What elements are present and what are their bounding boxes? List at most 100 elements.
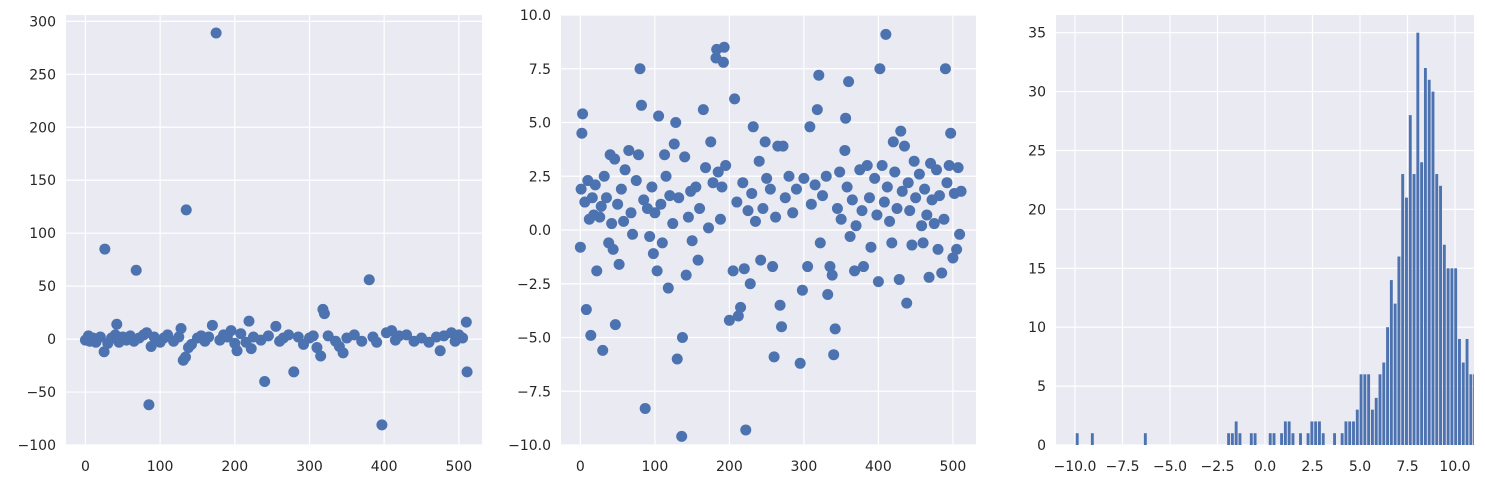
y-tick-label: 30	[1028, 85, 1046, 101]
scatter-point	[589, 179, 601, 191]
histogram-bar	[1412, 174, 1416, 445]
scatter-point	[376, 419, 388, 431]
scatter-point	[802, 261, 814, 273]
scatter-point	[639, 402, 651, 414]
scatter-point	[707, 177, 719, 189]
scatter-point	[896, 185, 908, 197]
scatter-point	[662, 282, 674, 294]
scatter-point	[680, 269, 692, 281]
scatter-point	[749, 215, 761, 227]
y-tick-label: −5.0	[517, 331, 551, 347]
histogram-bar	[1075, 433, 1079, 445]
scatter-point	[670, 117, 682, 128]
histogram-bar	[1238, 433, 1242, 445]
scatter-point	[609, 153, 621, 165]
x-tick-label: 10.0	[1439, 459, 1470, 475]
histogram-bar	[1393, 303, 1397, 445]
scatter-point	[262, 330, 274, 342]
y-tick-label: 300	[29, 14, 56, 30]
histogram-bar	[1321, 433, 1325, 445]
x-tick-label: 300	[296, 459, 323, 475]
scatter-point	[720, 160, 732, 171]
histogram-bar	[1333, 433, 1337, 445]
scatter-point	[840, 112, 852, 124]
scatter-point	[716, 181, 728, 193]
scatter-point	[834, 166, 846, 178]
scatter-point	[461, 366, 473, 378]
scatter-point	[947, 252, 959, 264]
scatter-point	[783, 170, 795, 182]
scatter-point	[585, 329, 597, 341]
scatter-point	[822, 289, 834, 300]
scatter-point	[850, 220, 862, 232]
grid	[66, 15, 482, 446]
histogram-bar	[1481, 398, 1484, 445]
scatter-point	[874, 63, 886, 75]
y-tick-label: 0	[47, 332, 56, 348]
scatter-point	[686, 235, 698, 247]
x-ticks: 0 100 200 300 400 500	[576, 459, 966, 475]
scatter-point	[945, 127, 957, 139]
histogram-bar	[1427, 79, 1431, 445]
scatter-point	[839, 144, 851, 156]
scatter-point	[457, 332, 469, 344]
scatter-point	[363, 274, 375, 286]
scatter-point	[703, 222, 715, 234]
x-tick-label: 0	[81, 459, 90, 475]
scatter-point	[664, 190, 676, 202]
scatter-point	[857, 261, 869, 273]
scatter-point	[245, 343, 257, 355]
scatter-point	[712, 166, 724, 178]
scatter-point	[923, 271, 935, 283]
y-ticks: 0 5 10 15 20 25 30 35	[1028, 26, 1046, 454]
scatter-point	[243, 315, 255, 327]
scatter-point	[828, 349, 840, 361]
histogram-bar	[1348, 421, 1352, 445]
scatter-point	[401, 329, 413, 341]
scatter-point	[919, 183, 931, 195]
scatter-point	[619, 164, 631, 176]
scatter-point	[951, 243, 963, 255]
scatter-point	[179, 351, 191, 363]
histogram-bar	[1420, 162, 1424, 445]
y-tick-label: −50	[26, 385, 56, 401]
scatter-point	[145, 341, 157, 353]
scatter-point	[727, 265, 739, 277]
x-ticks: −10.0 −7.5 −5.0 −2.5 0.0 2.5 5.0 7.5 10.0	[1054, 459, 1471, 475]
y-tick-label: 5	[1037, 379, 1046, 395]
scatter-point	[747, 121, 759, 133]
scatter-point	[288, 366, 300, 378]
scatter-point	[270, 320, 282, 332]
scatter-point	[943, 160, 955, 171]
histogram-bar	[1359, 374, 1363, 445]
scatter-point	[820, 170, 832, 182]
scatter-point	[613, 258, 625, 270]
y-tick-label: −2.5	[517, 277, 551, 293]
scatter-point	[829, 323, 841, 335]
scatter-point	[694, 203, 706, 214]
scatter-point	[817, 190, 829, 202]
scatter-point	[356, 335, 368, 347]
scatter-point	[889, 166, 901, 178]
scatter-point	[679, 151, 691, 163]
scatter-point	[723, 314, 735, 326]
scatter-point	[921, 209, 933, 221]
scatter-point	[606, 218, 618, 230]
scatter-point	[790, 183, 802, 195]
panels: 0 100 200 300 400 500−100−5005010015020025030…	[18, 8, 1484, 475]
scatter-point	[318, 308, 330, 320]
scatter-point	[634, 63, 646, 75]
x-tick-label: 0.0	[1254, 459, 1276, 475]
scatter-point	[647, 248, 659, 260]
scatter-point	[98, 346, 110, 358]
scatter-point	[577, 108, 589, 120]
scatter-point	[880, 28, 892, 40]
scatter-point	[768, 351, 780, 363]
scatter-point	[623, 144, 635, 156]
scatter-point	[740, 424, 752, 436]
scatter-point	[676, 430, 688, 442]
scatter-point	[744, 278, 756, 290]
scatter-point	[884, 215, 896, 227]
scatter-point	[939, 63, 951, 75]
x-tick-label: 500	[940, 459, 967, 475]
